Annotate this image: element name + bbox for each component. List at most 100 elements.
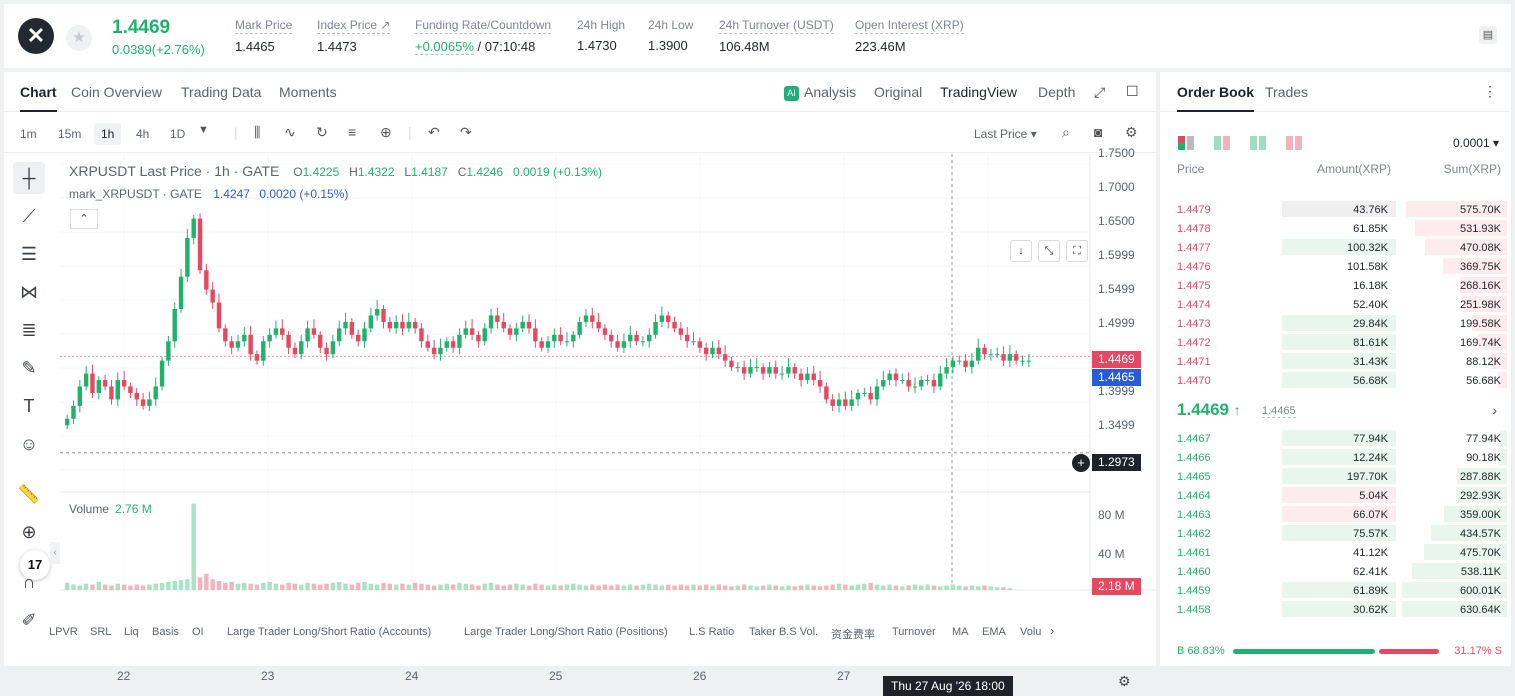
collapse-arrows-button[interactable]: ⤡ xyxy=(1038,240,1060,262)
bid-row[interactable]: 1.4464 5.04K 292.93K xyxy=(1160,486,1511,505)
indicator-item[interactable]: Volu xyxy=(1020,626,1042,638)
tab-trades[interactable]: Trades xyxy=(1265,84,1309,100)
ruler-icon[interactable]: 📏 xyxy=(17,484,41,504)
ask-row[interactable]: 1.4477 100.32K 470.08K xyxy=(1160,238,1511,257)
ask-row[interactable]: 1.4476 101.58K 369.75K xyxy=(1160,257,1511,276)
ask-row[interactable]: 1.4472 81.61K 169.74K xyxy=(1160,333,1511,352)
fib-icon[interactable]: ≣ xyxy=(21,320,37,340)
lock-pencil-icon[interactable]: ✐ xyxy=(21,610,37,630)
chevron-right-icon[interactable]: › xyxy=(1492,402,1497,418)
indicator-item[interactable]: LPVR xyxy=(49,626,78,638)
add-alert-icon[interactable]: + xyxy=(1072,454,1090,472)
indicator-scroll-right-icon[interactable]: › xyxy=(1050,623,1055,638)
indicator-item[interactable]: L.S Ratio xyxy=(689,626,735,638)
price-type-select[interactable]: Last Price ▾ xyxy=(974,127,1037,141)
emoji-icon[interactable]: ☺ xyxy=(19,434,39,454)
tab-moments[interactable]: Moments xyxy=(279,84,337,100)
ask-row[interactable]: 1.4470 56.68K 56.68K xyxy=(1160,371,1511,390)
indicator-item[interactable]: SRL xyxy=(90,626,112,638)
indicator-item[interactable]: EMA xyxy=(982,626,1006,638)
bid-row[interactable]: 1.4465 197.70K 287.88K xyxy=(1160,467,1511,486)
candlestick-chart-svg[interactable] xyxy=(60,154,1156,620)
search-icon[interactable]: ⌕ xyxy=(1062,124,1070,140)
camera-icon[interactable]: ◙ xyxy=(1094,124,1103,140)
candle-type-icon[interactable]: ⫼ xyxy=(254,124,261,140)
bid-row[interactable]: 1.4462 75.57K 434.57K xyxy=(1160,524,1511,543)
view-depth[interactable]: Depth xyxy=(1038,84,1076,100)
amount-bar xyxy=(1282,201,1396,217)
stat-index-price[interactable]: Index Price ↗ 1.4473 xyxy=(317,18,391,54)
candle-body xyxy=(900,380,905,382)
scroll-down-button[interactable]: ↓ xyxy=(1010,240,1032,262)
template-icon[interactable]: ≡ xyxy=(348,124,357,140)
settings-gear-icon[interactable]: ⚙ xyxy=(1125,124,1138,140)
collapse-sidebar-icon[interactable]: ‹ xyxy=(50,542,60,564)
view-original[interactable]: Original xyxy=(874,84,923,100)
timeframe-dropdown-icon[interactable]: ▼ xyxy=(198,124,209,136)
add-indicator-icon[interactable]: ⊕ xyxy=(380,124,392,140)
undo-icon[interactable]: ↶ xyxy=(428,124,440,140)
tab-chart[interactable]: Chart xyxy=(20,84,57,112)
pattern-icon[interactable]: ⋈ xyxy=(20,282,38,302)
expand-icon[interactable]: ⤢ xyxy=(1094,84,1106,100)
orderbook-panel: Order Book Trades ⋮ 0.0001 ▾ Price Amoun… xyxy=(1160,72,1511,666)
volume-bar xyxy=(533,583,538,590)
indicator-item[interactable]: Taker B.S Vol. xyxy=(749,626,819,638)
book-icon[interactable]: ▤ xyxy=(1479,26,1497,44)
replay-icon[interactable]: ↻ xyxy=(316,124,328,140)
indicator-item[interactable]: OI xyxy=(192,626,204,638)
tf-1d[interactable]: 1D xyxy=(170,127,186,141)
zoom-in-icon[interactable]: ⊕ xyxy=(21,522,37,542)
bid-row[interactable]: 1.4461 41.12K 475.70K xyxy=(1160,543,1511,562)
collapse-legend-button[interactable]: ⌃ xyxy=(70,209,98,229)
indicator-item[interactable]: 资金费率 xyxy=(831,629,875,641)
bid-row[interactable]: 1.4463 66.07K 359.00K xyxy=(1160,505,1511,524)
sum-depth-bar xyxy=(1424,544,1507,560)
ask-row[interactable]: 1.4475 16.18K 268.16K xyxy=(1160,276,1511,295)
ask-row[interactable]: 1.4478 61.85K 531.93K xyxy=(1160,219,1511,238)
window-icon[interactable]: ☐ xyxy=(1126,83,1139,99)
ask-row[interactable]: 1.4471 31.43K 88.12K xyxy=(1160,352,1511,371)
tab-coin-overview[interactable]: Coin Overview xyxy=(71,84,163,100)
tab-trading-data[interactable]: Trading Data xyxy=(181,84,262,100)
horizontal-lines-icon[interactable]: ☰ xyxy=(20,244,38,264)
indicator-icon[interactable]: ∿ xyxy=(284,124,296,140)
ask-row[interactable]: 1.4479 43.76K 575.70K xyxy=(1160,200,1511,219)
trend-line-icon[interactable]: ⟋ xyxy=(22,206,36,226)
indicator-item[interactable]: MA xyxy=(952,626,969,638)
mode-asks-icon[interactable] xyxy=(1286,136,1302,150)
candle-body xyxy=(748,367,753,374)
bid-row[interactable]: 1.4458 30.62K 630.64K xyxy=(1160,600,1511,619)
bid-row[interactable]: 1.4467 77.94K 77.94K xyxy=(1160,429,1511,448)
mode-mixed-icon[interactable] xyxy=(1214,136,1230,150)
mode-bids-icon[interactable] xyxy=(1250,136,1266,150)
indicator-item[interactable]: Liq xyxy=(124,626,139,638)
text-tool-icon[interactable]: T xyxy=(23,396,35,416)
brush-icon[interactable]: ✎ xyxy=(21,358,37,378)
more-options-icon[interactable]: ⋮ xyxy=(1483,83,1497,99)
indicator-item[interactable]: Large Trader Long/Short Ratio (Accounts) xyxy=(227,626,432,638)
view-analysis[interactable]: AI Analysis xyxy=(784,84,856,101)
tf-4h[interactable]: 4h xyxy=(136,127,150,141)
redo-icon[interactable]: ↷ xyxy=(460,124,472,140)
tf-15m[interactable]: 15m xyxy=(58,127,82,141)
bid-row[interactable]: 1.4459 61.89K 600.01K xyxy=(1160,581,1511,600)
bid-row[interactable]: 1.4466 12.24K 90.18K xyxy=(1160,448,1511,467)
fullscreen-button[interactable]: ⛶ xyxy=(1066,240,1088,262)
ask-row[interactable]: 1.4474 52.40K 251.98K xyxy=(1160,295,1511,314)
favorite-star-icon[interactable]: ★ xyxy=(66,25,92,51)
indicator-item[interactable]: Basis xyxy=(152,626,179,638)
view-tradingview[interactable]: TradingView xyxy=(940,84,1018,100)
bid-row[interactable]: 1.4460 62.41K 538.11K xyxy=(1160,562,1511,581)
precision-select[interactable]: 0.0001 ▾ xyxy=(1452,136,1499,150)
tab-order-book[interactable]: Order Book xyxy=(1177,84,1255,112)
crosshair-icon[interactable]: ┼ xyxy=(13,162,45,194)
ask-row[interactable]: 1.4473 29.84K 199.58K xyxy=(1160,314,1511,333)
indicator-item[interactable]: Large Trader Long/Short Ratio (Positions… xyxy=(464,626,668,638)
mode-both-icon[interactable] xyxy=(1178,136,1194,150)
tf-1h[interactable]: 1h xyxy=(94,123,122,145)
indicator-item[interactable]: Turnover xyxy=(892,626,936,638)
price-chart[interactable]: XRPUSDT Last Price · 1h · GATE O1.4225 H… xyxy=(60,146,1156,696)
chart-settings-icon[interactable]: ⚙ xyxy=(1118,673,1131,689)
tf-1m[interactable]: 1m xyxy=(20,127,37,141)
